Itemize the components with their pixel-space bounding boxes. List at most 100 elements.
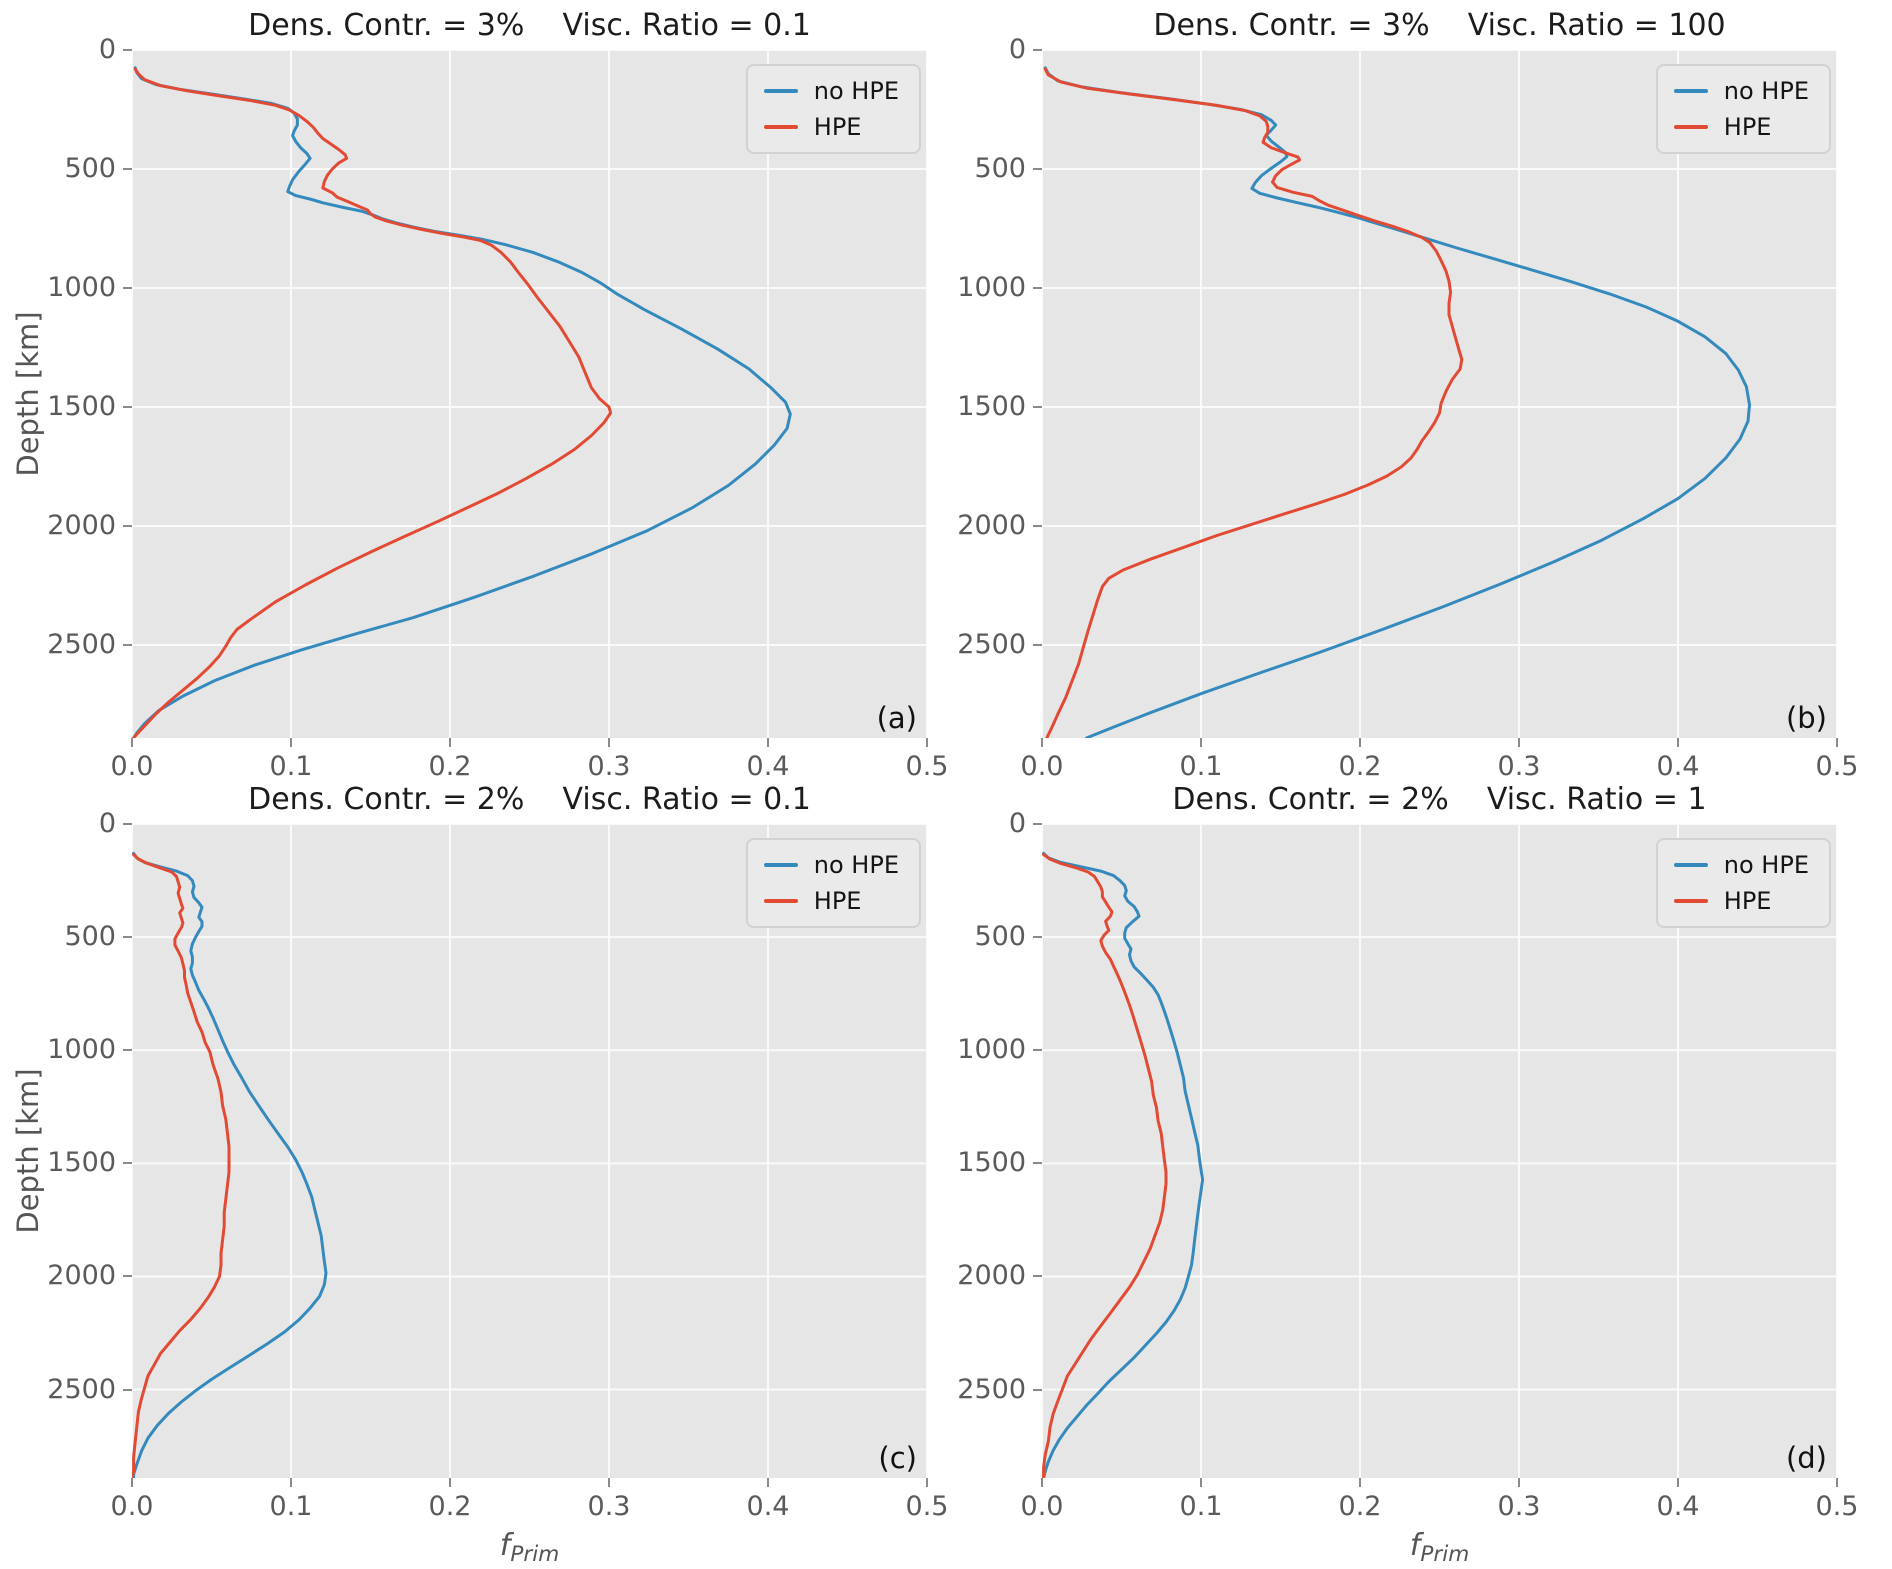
no-hpe-line-swatch-icon — [763, 863, 798, 867]
subplot-b: Dens. Contr. = 3% Visc. Ratio = 100 no H… — [957, 9, 1858, 783]
no-hpe-line-swatch-icon — [763, 89, 798, 93]
x-tick-label: 0.2 — [1338, 1491, 1382, 1522]
subplot-d: Dens. Contr. = 2% Visc. Ratio = 1 fPrim … — [957, 783, 1858, 1568]
legend-entry-hpe: HPE — [763, 114, 899, 140]
hpe-line-swatch-icon — [1673, 125, 1708, 129]
series-line-no-hpe — [1042, 851, 1205, 1478]
legend: no HPE HPE — [745, 838, 921, 928]
legend-entry-hpe: HPE — [1673, 887, 1809, 915]
x-tick-mark — [1518, 1478, 1520, 1487]
y-tick-mark — [1033, 823, 1042, 825]
legend-label-no-hpe: no HPE — [813, 77, 899, 105]
x-tick-mark — [290, 738, 292, 747]
y-tick-mark — [123, 1275, 132, 1278]
subplot-d-plot-area — [1042, 824, 1837, 1478]
y-tick-mark — [123, 167, 132, 170]
legend: no HPE HPE — [745, 64, 921, 154]
x-tick-mark — [926, 738, 928, 747]
y-tick-mark — [123, 1162, 132, 1165]
x-tick-mark — [1041, 1478, 1043, 1487]
x-tick-mark — [290, 1478, 292, 1487]
y-tick-mark — [1033, 1162, 1042, 1165]
y-tick-label: 1000 — [957, 271, 1026, 303]
x-tick-mark — [1518, 738, 1520, 747]
x-tick-label: 0.1 — [1179, 751, 1223, 782]
legend-label-no-hpe: no HPE — [813, 851, 899, 879]
x-tick-mark — [1200, 738, 1202, 747]
x-axis-label: fPrim — [1410, 1528, 1470, 1567]
y-tick-mark — [1033, 1388, 1042, 1391]
x-tick-label: 0.2 — [428, 751, 472, 782]
subplot-c-title: Dens. Contr. = 2% Visc. Ratio = 0.1 — [248, 782, 811, 817]
x-tick-label: 0.3 — [587, 751, 631, 782]
x-axis-label: fPrim — [499, 1528, 560, 1567]
y-tick-mark — [123, 49, 132, 51]
subplot-a-plot-area — [132, 50, 927, 738]
subplot-b-plot-area — [1042, 50, 1837, 738]
legend-entry-hpe: HPE — [1673, 114, 1809, 140]
y-tick-label: 1000 — [957, 1034, 1026, 1066]
y-tick-label: 1500 — [957, 1147, 1026, 1179]
x-tick-mark — [1041, 738, 1043, 747]
panel-letter-d: (d) — [1785, 1441, 1827, 1475]
x-tick-label: 0.0 — [1020, 751, 1064, 782]
legend-label-no-hpe: no HPE — [1723, 851, 1809, 879]
x-tick-label: 0.5 — [905, 751, 949, 782]
x-axis-label-subscript: Prim — [510, 1542, 560, 1568]
x-tick-mark — [449, 738, 451, 747]
legend-entry-no-hpe: no HPE — [1673, 77, 1809, 105]
x-axis-label-subscript: Prim — [1420, 1542, 1470, 1568]
legend: no HPE HPE — [1655, 838, 1831, 928]
y-tick-label: 1500 — [47, 1147, 116, 1179]
y-tick-mark — [1033, 1275, 1042, 1278]
x-axis-label-base: f — [499, 1528, 511, 1563]
no-hpe-line-swatch-icon — [1673, 89, 1708, 93]
x-tick-label: 0.3 — [1497, 751, 1541, 782]
y-tick-mark — [1033, 936, 1042, 939]
no-hpe-line-swatch-icon — [1673, 863, 1708, 867]
series-line-hpe — [132, 853, 231, 1478]
subplot-c: Dens. Contr. = 2% Visc. Ratio = 0.1 Dept… — [11, 783, 948, 1568]
y-tick-mark — [1033, 1049, 1042, 1052]
x-tick-label: 0.5 — [1815, 751, 1859, 782]
series-line-hpe — [132, 67, 613, 738]
x-tick-label: 0.1 — [269, 1491, 313, 1522]
subplot-a-title: Dens. Contr. = 3% Visc. Ratio = 0.1 — [248, 8, 811, 43]
y-tick-label: 2500 — [957, 1373, 1026, 1405]
y-tick-label: 0 — [1008, 808, 1026, 839]
x-tick-label: 0.3 — [1497, 1491, 1541, 1522]
x-tick-mark — [449, 1478, 451, 1487]
x-tick-label: 0.0 — [110, 751, 154, 782]
x-tick-mark — [926, 1478, 928, 1487]
y-tick-label: 0 — [98, 34, 116, 65]
legend-label-no-hpe: no HPE — [1723, 77, 1809, 105]
x-tick-label: 0.0 — [110, 1491, 154, 1522]
y-tick-mark — [1033, 643, 1042, 646]
subplot-c-plot-area — [132, 824, 927, 1478]
legend-entry-no-hpe: no HPE — [763, 851, 899, 879]
y-tick-label: 0 — [98, 808, 116, 839]
legend-entry-no-hpe: no HPE — [763, 77, 899, 105]
y-tick-mark — [1033, 524, 1042, 527]
legend-entry-hpe: HPE — [763, 888, 899, 914]
y-tick-label: 500 — [64, 921, 116, 953]
y-tick-mark — [123, 1388, 132, 1391]
y-tick-label: 0 — [1008, 34, 1026, 65]
y-tick-label: 1000 — [47, 271, 116, 303]
x-tick-label: 0.3 — [587, 1491, 631, 1522]
subplot-b-title: Dens. Contr. = 3% Visc. Ratio = 100 — [1153, 8, 1726, 43]
x-tick-label: 0.4 — [746, 751, 790, 782]
x-tick-label: 0.4 — [1656, 751, 1700, 782]
y-tick-label: 500 — [974, 152, 1026, 184]
x-tick-label: 0.5 — [905, 1491, 949, 1522]
y-tick-mark — [1033, 405, 1042, 408]
panel-letter-c: (c) — [878, 1441, 917, 1475]
series-line-no-hpe — [1043, 66, 1751, 738]
x-tick-mark — [1359, 1478, 1361, 1487]
x-tick-mark — [131, 1478, 133, 1487]
legend-label-hpe: HPE — [1723, 887, 1772, 915]
x-tick-mark — [608, 1478, 610, 1487]
hpe-line-swatch-icon — [763, 899, 798, 903]
x-tick-label: 0.1 — [269, 751, 313, 782]
x-tick-mark — [1677, 1478, 1679, 1487]
